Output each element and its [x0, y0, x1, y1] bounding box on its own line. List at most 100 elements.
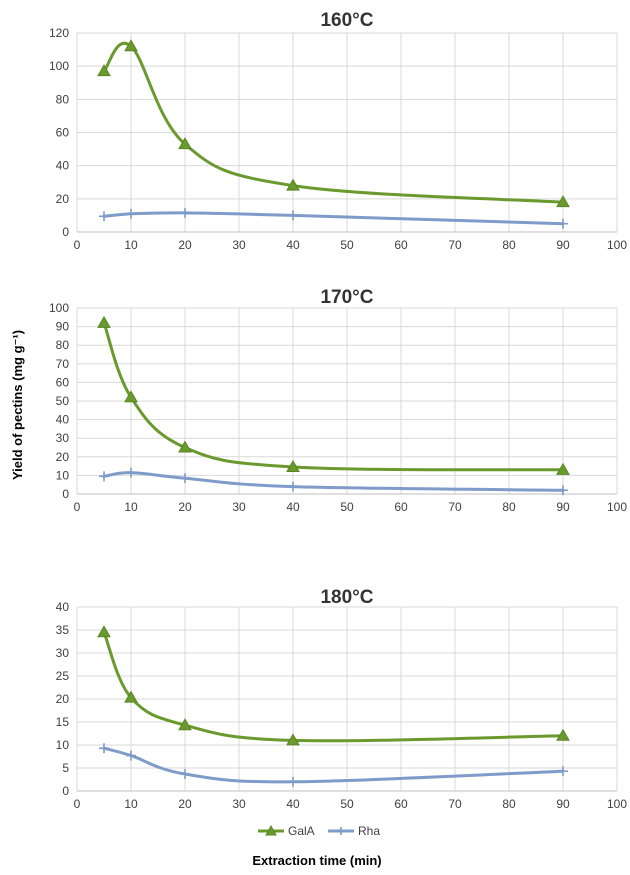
series-line-rha: [102, 211, 565, 226]
data-point-gala: [556, 728, 570, 741]
data-point-gala: [124, 390, 138, 403]
y-tick-label: 30: [56, 646, 70, 660]
series-line-gala: [102, 41, 565, 204]
chart-title: 170°C: [320, 287, 373, 308]
x-tick-label: 90: [556, 238, 570, 252]
data-point-rha: [558, 766, 568, 777]
data-point-gala: [286, 178, 300, 191]
legend-label: GalA: [288, 824, 315, 838]
y-tick-label: 40: [56, 413, 70, 427]
data-point-gala: [556, 195, 570, 208]
y-tick-label: 40: [56, 159, 70, 173]
x-tick-label: 70: [448, 797, 462, 811]
x-tick-label: 20: [178, 500, 192, 514]
y-tick-label: 90: [56, 320, 70, 334]
data-point-gala: [97, 625, 111, 638]
x-tick-label: 30: [232, 500, 246, 514]
data-point-gala: [124, 39, 138, 52]
x-tick-label: 100: [607, 797, 627, 811]
y-tick-label: 10: [56, 468, 70, 482]
x-tick-label: 40: [286, 797, 300, 811]
legend-label: Rha: [358, 824, 380, 838]
y-tick-label: 60: [56, 126, 70, 140]
x-tick-label: 50: [340, 500, 354, 514]
data-point-rha: [126, 467, 136, 478]
chart-panel-1: 160°C 0 20 40 60 80 100 120 0 10 20 30 40 50 60 70 80 90 1…: [49, 10, 627, 252]
data-point-rha: [288, 481, 298, 492]
chart-title: 160°C: [320, 10, 373, 31]
series-line-gala: [102, 321, 565, 472]
data-point-rha: [99, 471, 109, 482]
x-tick-label: 20: [178, 797, 192, 811]
x-tick-label: 60: [394, 797, 408, 811]
data-point-rha: [99, 743, 109, 754]
data-point-gala: [178, 137, 192, 150]
x-tick-label: 50: [340, 797, 354, 811]
data-point-gala: [97, 315, 111, 328]
data-point-rha: [126, 208, 136, 219]
data-point-gala: [124, 690, 138, 703]
y-tick-label: 0: [62, 784, 69, 798]
y-tick-label: 30: [56, 431, 70, 445]
y-tick-label: 0: [62, 225, 69, 239]
legend-marker: [265, 824, 277, 836]
legend-item-rha: Rha: [328, 824, 380, 838]
chart-title: 180°C: [320, 587, 373, 608]
y-tick-label: 15: [56, 715, 70, 729]
legend: GalA Rha: [258, 824, 380, 838]
x-tick-label: 40: [286, 500, 300, 514]
data-point-rha: [126, 750, 136, 761]
x-tick-label: 70: [448, 500, 462, 514]
x-tick-label: 10: [124, 797, 138, 811]
y-tick-label: 20: [56, 192, 70, 206]
x-tick-label: 90: [556, 797, 570, 811]
y-tick-label: 0: [62, 487, 69, 501]
x-tick-label: 0: [74, 238, 81, 252]
x-tick-label: 60: [394, 500, 408, 514]
y-tick-label: 20: [56, 692, 70, 706]
y-tick-label: 20: [56, 450, 70, 464]
chart-panel-3: 180°C 0 5 10 15 20 25 30 35 40 0 10 20 30 40 50 60 70 80 90…: [56, 587, 628, 811]
data-point-gala: [556, 462, 570, 475]
y-tick-label: 10: [56, 738, 70, 752]
data-point-gala: [178, 440, 192, 453]
x-tick-label: 90: [556, 500, 570, 514]
x-axis-label: Extraction time (min): [252, 853, 381, 868]
x-tick-label: 80: [502, 238, 516, 252]
y-tick-label: 35: [56, 623, 70, 637]
x-tick-label: 30: [232, 797, 246, 811]
data-point-rha: [99, 211, 109, 222]
x-tick-label: 40: [286, 238, 300, 252]
x-tick-label: 0: [74, 500, 81, 514]
x-tick-label: 10: [124, 500, 138, 514]
data-point-rha: [180, 207, 190, 218]
data-point-gala: [178, 718, 192, 731]
x-tick-label: 10: [124, 238, 138, 252]
y-tick-label: 80: [56, 338, 70, 352]
data-point-gala: [286, 460, 300, 473]
x-tick-label: 20: [178, 238, 192, 252]
x-tick-label: 0: [74, 797, 81, 811]
x-tick-label: 80: [502, 500, 516, 514]
y-tick-label: 100: [49, 59, 69, 73]
data-point-rha: [558, 485, 568, 496]
data-point-gala: [97, 64, 111, 77]
y-tick-label: 80: [56, 92, 70, 106]
y-tick-label: 120: [49, 26, 69, 40]
y-tick-label: 70: [56, 357, 70, 371]
legend-item-gala: GalA: [258, 824, 315, 838]
data-point-rha: [558, 218, 568, 229]
x-tick-label: 100: [607, 500, 627, 514]
y-tick-label: 40: [56, 600, 70, 614]
data-point-rha: [288, 776, 298, 787]
chart-panel-2: 170°C 0 10 20 30 40 50 60 70 80 90 100 0 10 20 30 40 50 60…: [49, 287, 627, 514]
data-point-rha: [180, 768, 190, 779]
x-tick-label: 80: [502, 797, 516, 811]
y-tick-label: 60: [56, 375, 70, 389]
y-tick-label: 50: [56, 394, 70, 408]
data-point-rha: [288, 210, 298, 221]
y-tick-label: 5: [62, 761, 69, 775]
x-tick-label: 60: [394, 238, 408, 252]
